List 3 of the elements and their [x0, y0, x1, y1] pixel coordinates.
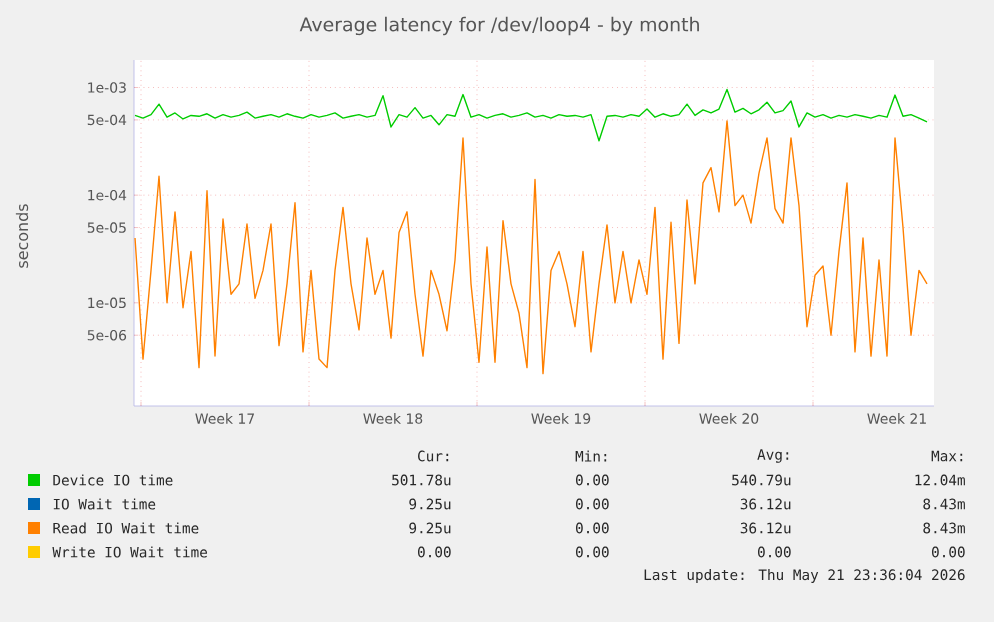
- chart-title: Average latency for /dev/loop4 - by month: [299, 16, 699, 36]
- line-series: [134, 88, 928, 142]
- line-series: [134, 120, 928, 375]
